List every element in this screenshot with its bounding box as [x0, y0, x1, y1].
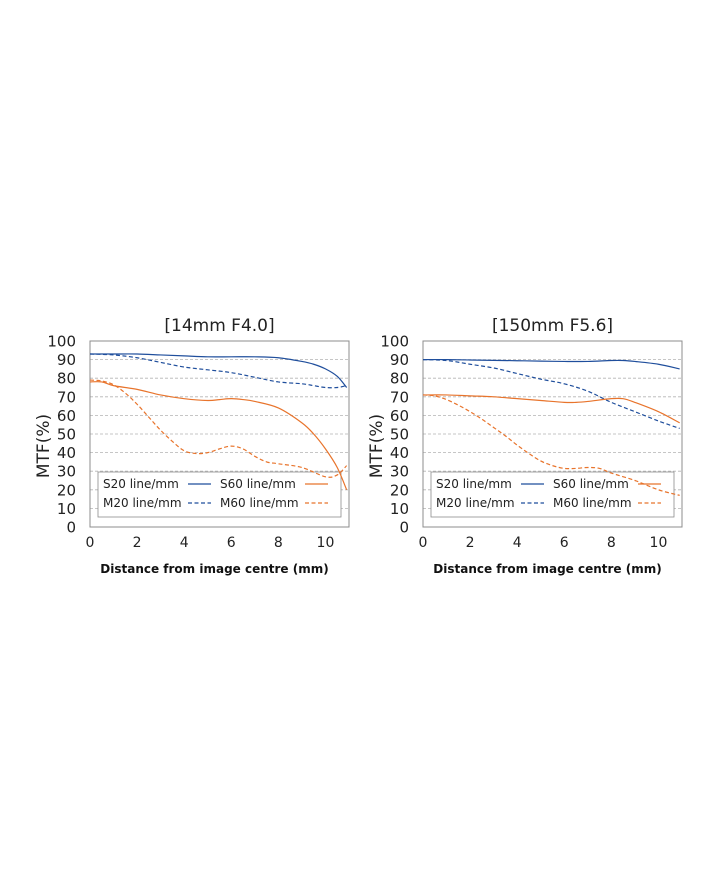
x-tick-label: 6	[227, 535, 236, 551]
y-tick-label: 80	[57, 370, 76, 388]
x-axis-label: Distance from image centre (mm)	[100, 562, 328, 576]
series-line-1	[90, 353, 348, 388]
legend-label: S60 line/mm	[220, 477, 296, 491]
y-tick-label: 70	[390, 388, 409, 406]
y-tick-label: 10	[390, 500, 409, 518]
plot-frame	[89, 340, 350, 528]
x-tick-label: 2	[466, 535, 475, 551]
y-tick-label: 40	[57, 444, 76, 462]
y-tick-label: 70	[57, 388, 76, 406]
x-tick-label: 10	[317, 535, 335, 551]
legend-box	[97, 471, 342, 518]
series-line-3	[90, 381, 348, 491]
y-tick-label: 20	[57, 481, 76, 499]
y-tick-label: 30	[390, 463, 409, 481]
legend-label: S20 line/mm	[103, 477, 179, 491]
x-tick-label: 8	[607, 535, 616, 551]
x-tick-label: 10	[650, 535, 668, 551]
series-line-1	[423, 358, 680, 370]
series-line-4	[423, 394, 680, 496]
y-tick-label: 90	[390, 351, 409, 369]
series-line-3	[423, 394, 680, 424]
x-axis-label: Distance from image centre (mm)	[433, 562, 661, 576]
series-line-2	[90, 353, 347, 389]
x-tick-label: 6	[560, 535, 569, 551]
y-tick-label: 60	[390, 407, 409, 425]
y-axis-label: MTF(%)	[34, 414, 54, 478]
y-tick-label: 10	[57, 500, 76, 518]
series-line-4	[90, 379, 348, 478]
legend-label: M60 line/mm	[553, 496, 632, 510]
y-tick-label: 20	[390, 481, 409, 499]
x-tick-label: 8	[274, 535, 283, 551]
legend-label: M20 line/mm	[103, 496, 182, 510]
y-tick-label: 60	[57, 407, 76, 425]
y-tick-label: 100	[380, 333, 409, 351]
chart-title: [150mm F5.6]	[492, 316, 613, 336]
x-tick-label: 2	[133, 535, 142, 551]
legend-box	[430, 471, 675, 518]
y-tick-label: 50	[57, 426, 76, 444]
x-tick-label: 0	[419, 535, 428, 551]
series-line-2	[423, 359, 680, 429]
y-tick-label: 0	[399, 519, 409, 537]
legend-label: M20 line/mm	[436, 496, 515, 510]
x-tick-label: 0	[86, 535, 95, 551]
x-tick-label: 4	[180, 535, 189, 551]
y-tick-label: 100	[47, 333, 76, 351]
y-tick-label: 90	[57, 351, 76, 369]
y-axis-label: MTF(%)	[367, 414, 387, 478]
x-tick-label: 4	[513, 535, 522, 551]
legend-label: S60 line/mm	[553, 477, 629, 491]
y-tick-label: 30	[57, 463, 76, 481]
plot-frame	[422, 340, 683, 528]
legend-label: M60 line/mm	[220, 496, 299, 510]
chart-title: [14mm F4.0]	[164, 316, 274, 336]
y-tick-label: 50	[390, 426, 409, 444]
legend-label: S20 line/mm	[436, 477, 512, 491]
series-group	[90, 353, 348, 491]
y-tick-label: 80	[390, 370, 409, 388]
y-tick-label: 40	[390, 444, 409, 462]
y-tick-label: 0	[66, 519, 76, 537]
series-group	[423, 358, 680, 496]
